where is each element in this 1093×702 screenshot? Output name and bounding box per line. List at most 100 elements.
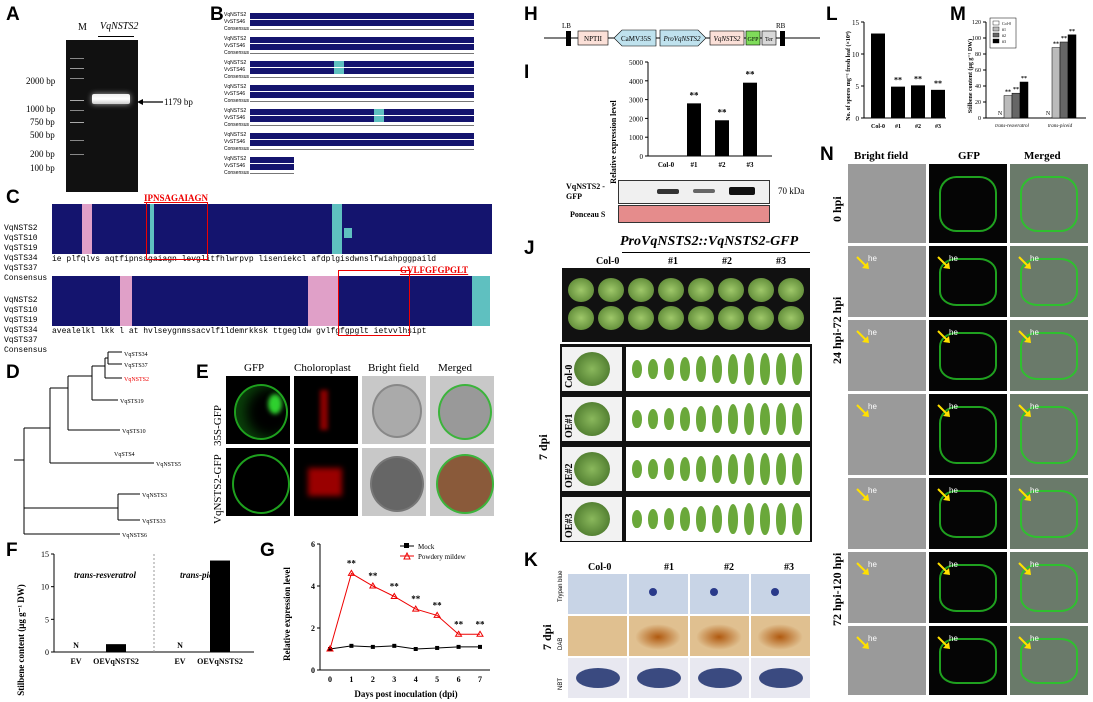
b-rowname: Consensus: [224, 50, 250, 56]
g-xtick-label: 5: [435, 675, 439, 684]
g-legend-mock: Mock: [418, 543, 435, 551]
b-consensus-line: [250, 29, 474, 30]
k-row-trypan: Trypan blue: [558, 570, 564, 602]
rosette: [598, 278, 624, 302]
seq-block-2: [52, 276, 490, 326]
g-point-pm: [433, 611, 442, 618]
g-sig-label: **: [433, 600, 443, 610]
g-xtick-label: 2: [371, 675, 375, 684]
j-row-oe3: OE#3: [564, 513, 575, 538]
leaf: [744, 503, 754, 535]
part-gfp: GFP: [747, 37, 759, 43]
f-nd-label: N: [73, 641, 79, 650]
m-xtick-label: trans-piceid: [1048, 124, 1073, 129]
f-xtick-label: OEVqNSTS2: [93, 657, 139, 666]
leaf: [632, 360, 642, 378]
leaf: [664, 458, 674, 480]
g-sig-label: **: [476, 619, 486, 629]
part-promoter: ProVqNSTS2: [662, 35, 701, 43]
panel-label-b: B: [210, 4, 224, 25]
merged-outline: [1020, 490, 1078, 538]
yellow-arrow-icon: [856, 488, 869, 501]
l-bar: [931, 89, 945, 118]
micro-cell: he: [1010, 394, 1088, 475]
stain-cell: [629, 574, 688, 614]
micro-cell: he: [848, 552, 926, 623]
panel-label-j: J: [524, 238, 535, 259]
he-label: he: [949, 634, 958, 643]
merged-outline: [1020, 258, 1078, 306]
g-xtick-label: 7: [478, 675, 482, 684]
b-seq-bar: [250, 92, 474, 98]
leaf: [648, 409, 658, 429]
stain-cell: [568, 658, 627, 698]
m-legend-swatch: [992, 32, 1000, 38]
panel-label-n: N: [820, 144, 834, 165]
m-ytick-label: 20: [975, 100, 981, 106]
b-rowname: VvSTS46: [224, 115, 246, 121]
micro-cell: he: [1010, 320, 1088, 391]
b-rowname: Consensus: [224, 122, 250, 128]
rosette: [598, 306, 624, 330]
leaf-vqnsts3: VqNSTS3: [142, 493, 167, 499]
micro-cell: he: [848, 478, 926, 549]
micro-cell: he: [848, 626, 926, 695]
rosette: [778, 278, 804, 302]
band-size-label: 1179 bp: [164, 97, 193, 107]
l-ytick-label: 15: [852, 19, 860, 27]
leaf: [680, 507, 690, 531]
leaf: [776, 353, 786, 385]
i-ytick-label: 3000: [629, 97, 644, 105]
k-oe3: #3: [784, 562, 794, 573]
g-point-mock: [413, 647, 418, 651]
i-sig-label: **: [718, 107, 728, 117]
f-ytick-label: 5: [45, 615, 49, 624]
leaf: [664, 358, 674, 380]
f-nd-label: N: [177, 641, 183, 650]
b-rowname: VvSTS46: [224, 91, 246, 97]
i-xtick-label: #3: [747, 161, 755, 169]
leaf: [680, 357, 690, 381]
he-label: he: [1030, 328, 1039, 337]
dab-stain: [635, 624, 681, 650]
m-legend-swatch: [992, 38, 1000, 44]
b-seq-bar: [250, 20, 474, 26]
trypan-spot: [710, 588, 718, 596]
col-gfp: GFP: [244, 362, 265, 374]
f-ytick-label: 10: [41, 583, 49, 592]
he-label: he: [949, 486, 958, 495]
part-gene: VqNSTS2: [714, 35, 741, 43]
yellow-arrow-icon: [937, 330, 950, 343]
leaf: [712, 505, 722, 533]
b-seq-bar: [250, 13, 474, 19]
panel-label-l: L: [826, 4, 838, 25]
m-sig-label: **: [1069, 29, 1075, 35]
g-point-mock: [435, 645, 440, 650]
leaf-vqsts10: VqSTS10: [122, 429, 146, 435]
g-point-pm: [411, 605, 420, 612]
g-point-pm: [476, 630, 484, 637]
g-point-mock: [349, 643, 354, 648]
l-ylabel: No. of spores mg⁻¹ fresh leaf (×10⁴): [845, 31, 852, 120]
leaf: [760, 503, 770, 535]
g-point-mock: [456, 644, 461, 649]
leaf: [728, 454, 738, 484]
b-rowname: Consensus: [224, 98, 250, 104]
b-seq-bar: [250, 109, 474, 115]
b-rowname: VqNSTS2: [224, 36, 247, 42]
m-bar: [1059, 41, 1069, 119]
g-point-pm: [368, 582, 377, 589]
g-point-mock: [392, 643, 397, 648]
nbt-leaf: [576, 668, 620, 688]
yellow-arrow-icon: [937, 256, 950, 269]
l-ytick-label: 0: [856, 115, 860, 123]
stain-cell: [751, 658, 810, 698]
l-ytick-label: 10: [852, 51, 860, 59]
b-rowname: VqNSTS2: [224, 132, 247, 138]
rosette-photo: [574, 352, 610, 386]
rosette-photo: [574, 402, 610, 436]
j-title: ProVqNSTS2::VqNSTS2-GFP: [620, 234, 799, 249]
leaf: [680, 407, 690, 431]
g-sig-label: **: [454, 619, 464, 629]
b-rowname: VqNSTS2: [224, 12, 247, 18]
